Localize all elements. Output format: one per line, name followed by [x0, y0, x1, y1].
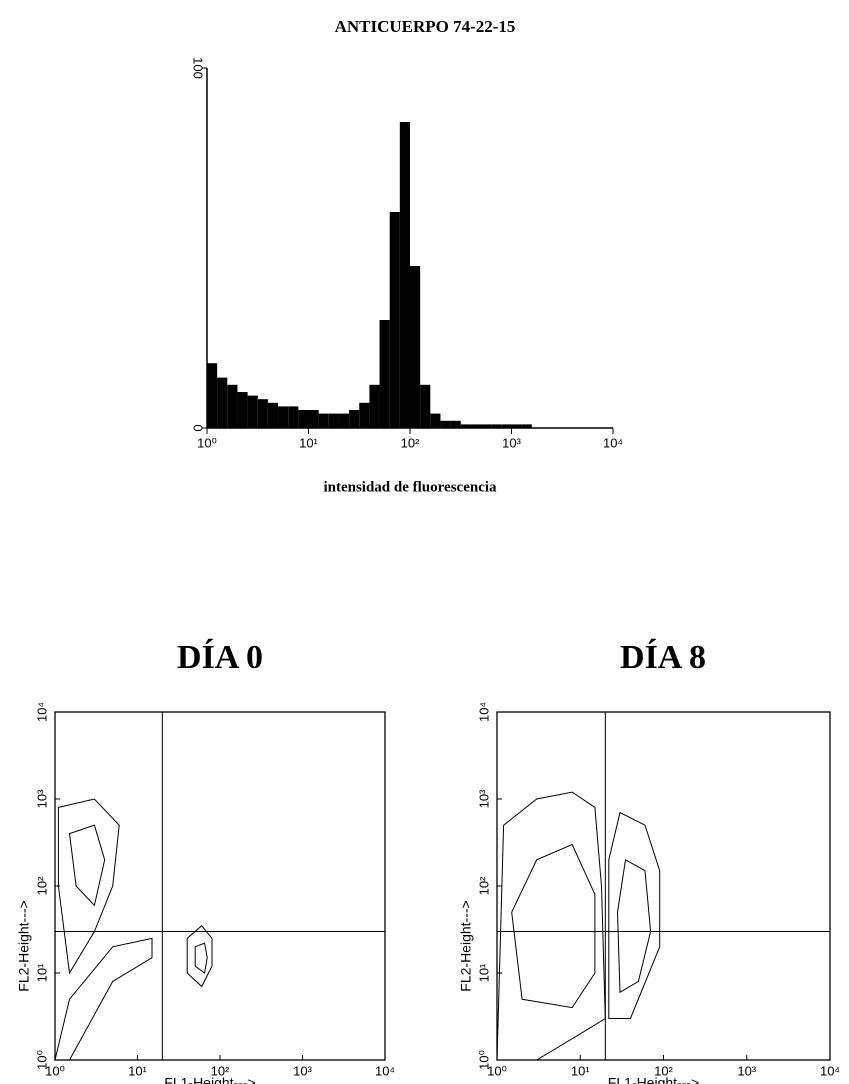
contour	[68, 824, 106, 907]
x-tick-label: 10⁰	[487, 1063, 507, 1078]
x-tick-label: 10⁴	[603, 435, 623, 450]
bar	[410, 266, 421, 428]
contour	[496, 791, 606, 1061]
x-tick-label: 10¹	[571, 1063, 590, 1078]
bar	[450, 420, 461, 428]
y-tick-label: 0	[191, 424, 206, 431]
bar	[328, 413, 339, 428]
bar	[257, 399, 268, 428]
plot-frame	[54, 711, 386, 1061]
y-tick-label: 10⁴	[476, 702, 491, 722]
x-axis-label: intensidad de fluorescencia	[323, 479, 497, 495]
bar	[470, 424, 482, 428]
bar	[308, 410, 319, 428]
plot-frame	[496, 711, 831, 1061]
contour	[54, 937, 153, 1061]
chart-title: DÍA 8	[620, 639, 706, 676]
x-tick-label: 10¹	[299, 435, 318, 450]
x-tick-label: 10⁴	[820, 1063, 840, 1078]
y-tick-label: 10³	[34, 789, 49, 808]
bar	[278, 406, 289, 428]
bar	[379, 320, 390, 428]
bar	[288, 406, 299, 428]
bar	[267, 402, 279, 428]
x-tick-label: 10²	[401, 435, 420, 450]
bar	[389, 212, 400, 428]
contour	[57, 798, 120, 975]
bar	[207, 363, 218, 428]
x-tick-label: 10³	[737, 1063, 756, 1078]
y-tick-label: 10³	[476, 789, 491, 808]
chart-title: DÍA 0	[177, 639, 263, 676]
y-tick-label: 10¹	[34, 963, 49, 982]
bar	[491, 424, 502, 428]
x-tick-label: 10²	[211, 1063, 230, 1078]
x-axis-label: FL1-Height--->	[164, 1075, 255, 1084]
x-tick-label: 10³	[502, 435, 521, 450]
x-tick-label: 10³	[293, 1063, 312, 1078]
bar	[420, 384, 431, 428]
bar	[247, 395, 258, 428]
y-tick-label: 10⁰	[34, 1050, 49, 1070]
bar	[298, 410, 309, 428]
bar	[227, 384, 238, 428]
y-tick-label: 10²	[476, 876, 491, 895]
bar	[521, 424, 532, 428]
bar	[369, 384, 380, 428]
contour	[511, 843, 596, 1009]
x-tick-label: 10⁰	[45, 1063, 65, 1078]
x-tick-label: 10⁰	[197, 435, 217, 450]
contour	[616, 859, 652, 994]
bar	[481, 424, 492, 428]
contour	[186, 924, 213, 988]
bar	[359, 402, 370, 428]
x-tick-label: 10⁴	[375, 1063, 395, 1078]
chart-title: ANTICUERPO 74-22-15	[335, 17, 516, 36]
bar	[237, 392, 248, 428]
contour	[608, 811, 661, 1019]
y-axis-label: FL2-Height--->	[458, 900, 474, 991]
bar	[440, 420, 451, 428]
x-axis-label: FL1-Height--->	[608, 1075, 699, 1084]
bar	[217, 377, 228, 428]
y-tick-label: 10⁴	[34, 702, 49, 722]
x-tick-label: 10²	[654, 1063, 673, 1078]
bar	[399, 122, 410, 428]
bar	[338, 413, 350, 428]
contour	[194, 942, 208, 974]
y-tick-label: 10⁰	[476, 1050, 491, 1070]
y-axis-label: FL2-Height--->	[16, 900, 32, 991]
bar	[501, 424, 512, 428]
bar	[430, 413, 441, 428]
bar	[460, 424, 471, 428]
bar	[511, 424, 522, 428]
x-tick-label: 10¹	[128, 1063, 147, 1078]
y-tick-label: 10¹	[476, 963, 491, 982]
y-tick-label: 10²	[34, 876, 49, 895]
y-tick-label: 100	[191, 57, 206, 79]
bar	[349, 410, 360, 428]
bar	[318, 413, 329, 428]
